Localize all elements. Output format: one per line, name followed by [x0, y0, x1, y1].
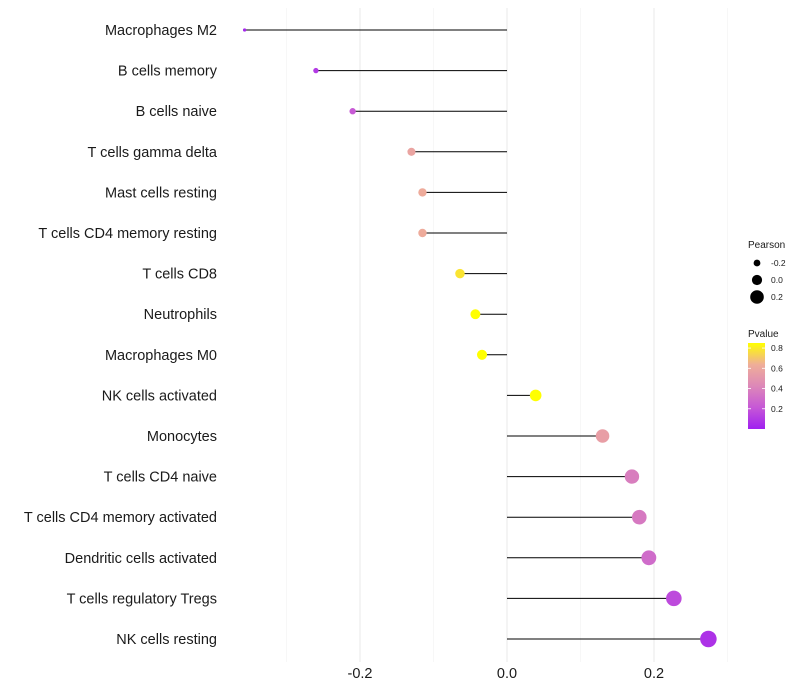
size-legend-dot	[751, 274, 763, 286]
data-point	[700, 630, 717, 648]
pvalue-legend-title: Pvalue	[748, 329, 779, 340]
category-label: B cells naive	[136, 104, 217, 120]
category-label: Macrophages M0	[105, 348, 217, 364]
data-point	[529, 389, 542, 402]
lollipop-points	[242, 28, 717, 648]
colorbar-label: 0.8	[771, 343, 783, 353]
category-label: B cells memory	[118, 64, 218, 80]
data-point	[407, 147, 416, 156]
category-label: T cells CD4 memory resting	[38, 226, 217, 242]
data-point	[476, 349, 488, 360]
x-axis-ticks: -0.2 0.0 0.2	[348, 666, 665, 682]
data-point	[470, 309, 481, 320]
data-point	[666, 590, 682, 607]
size-legend-label: 0.2	[771, 292, 783, 302]
colorbar-label: 0.2	[771, 404, 783, 414]
size-legend-label: -0.2	[771, 258, 786, 268]
category-label: Macrophages M2	[105, 23, 217, 39]
category-label: NK cells activated	[102, 388, 217, 404]
category-label: Monocytes	[147, 429, 217, 445]
pearson-legend-title: Pearson	[748, 240, 785, 251]
colorbar-label: 0.6	[771, 363, 783, 373]
pvalue-colorbar	[748, 343, 765, 429]
size-legend-dot	[750, 290, 764, 304]
category-label: T cells gamma delta	[88, 145, 218, 161]
x-tick-label: -0.2	[348, 666, 373, 682]
data-point	[418, 228, 427, 238]
category-label: T cells CD8	[142, 267, 217, 283]
category-label: T cells regulatory Tregs	[67, 591, 217, 607]
data-point	[349, 108, 356, 115]
size-legend-label: 0.0	[771, 275, 783, 285]
data-point	[313, 67, 319, 74]
data-point	[455, 268, 465, 279]
x-tick-label: 0.2	[644, 666, 664, 682]
pearson-legend: Pearson -0.2 0.0 0.2	[748, 240, 786, 304]
data-point	[641, 550, 657, 566]
pvalue-legend: Pvalue 0.8 0.6 0.4 0.2	[748, 329, 783, 429]
data-point	[624, 469, 640, 484]
size-legend-dot	[753, 259, 761, 267]
category-label: Mast cells resting	[105, 185, 217, 201]
category-label: T cells CD4 memory activated	[24, 510, 217, 526]
data-point	[418, 188, 427, 197]
category-label: Dendritic cells activated	[65, 551, 217, 567]
colorbar-label: 0.4	[771, 384, 783, 394]
data-point	[632, 509, 647, 525]
category-label: NK cells resting	[116, 632, 217, 648]
grid-lines	[286, 8, 728, 662]
data-point	[595, 429, 610, 443]
data-point	[242, 28, 247, 32]
lollipop-stems	[244, 29, 709, 640]
category-labels: Macrophages M2 B cells memory B cells naiv…	[24, 23, 218, 648]
category-label: T cells CD4 naive	[104, 470, 217, 486]
category-label: Neutrophils	[144, 307, 217, 323]
x-tick-label: 0.0	[497, 666, 517, 682]
